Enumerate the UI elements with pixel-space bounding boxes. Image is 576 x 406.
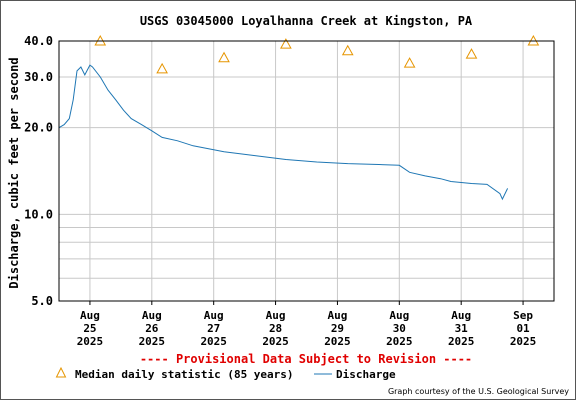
x-tick-label: 2025 — [448, 335, 475, 348]
y-axis-label: Discharge, cubic feet per second — [7, 57, 21, 288]
median-markers — [94, 34, 540, 74]
x-tick-label: 2025 — [77, 335, 104, 348]
x-tick-label: 01 — [516, 322, 530, 335]
x-tick-label: 2025 — [200, 335, 227, 348]
median-marker — [403, 57, 416, 68]
y-tick-label: 20.0 — [24, 121, 53, 135]
usgs-credit: Graph courtesy of the U.S. Geological Su… — [388, 387, 569, 396]
x-tick-label: 31 — [455, 322, 469, 335]
x-tick-label: Aug — [328, 309, 348, 322]
x-tick-label: 30 — [393, 322, 406, 335]
x-tick-label: Aug — [204, 309, 224, 322]
x-tick-label: Aug — [451, 309, 471, 322]
x-axis-ticks: Aug252025Aug262025Aug272025Aug282025Aug2… — [77, 301, 537, 348]
x-tick-label: 26 — [145, 322, 159, 335]
x-tick-label: 2025 — [324, 335, 351, 348]
median-marker — [341, 44, 354, 56]
y-tick-label: 30.0 — [24, 70, 53, 84]
y-tick-label: 5.0 — [31, 294, 53, 308]
chart-grid — [59, 41, 554, 301]
provisional-notice: ---- Provisional Data Subject to Revisio… — [140, 352, 472, 366]
x-tick-label: 28 — [269, 322, 282, 335]
discharge-series-line — [58, 64, 509, 201]
x-tick-label: 29 — [331, 322, 344, 335]
x-tick-label: 2025 — [386, 335, 413, 348]
x-tick-label: 25 — [83, 322, 96, 335]
legend-discharge-label: Discharge — [336, 368, 396, 381]
median-marker — [465, 48, 478, 59]
x-tick-label: Aug — [80, 309, 100, 322]
x-tick-label: 2025 — [262, 335, 289, 348]
x-tick-label: Aug — [389, 309, 409, 322]
median-legend-icon — [55, 366, 67, 378]
plot-area — [58, 64, 509, 201]
x-tick-label: 2025 — [139, 335, 166, 348]
x-tick-label: Aug — [266, 309, 286, 322]
median-marker — [218, 51, 230, 63]
legend-median-label: Median daily statistic (85 years) — [75, 368, 294, 381]
y-axis-ticks: 40.0 30.0 20.0 10.0 5.0 — [24, 34, 53, 308]
x-tick-label: Sep — [513, 309, 533, 322]
x-tick-label: Aug — [142, 309, 162, 322]
median-marker — [156, 62, 168, 74]
y-tick-label: 40.0 — [24, 34, 53, 48]
legend: Median daily statistic (85 years) Discha… — [55, 366, 396, 381]
x-tick-label: 2025 — [510, 335, 537, 348]
x-tick-label: 27 — [207, 322, 220, 335]
median-marker — [280, 38, 292, 49]
chart-title: USGS 03045000 Loyalhanna Creek at Kingst… — [140, 14, 473, 28]
plot-border — [58, 40, 555, 302]
y-tick-label: 10.0 — [24, 207, 53, 221]
